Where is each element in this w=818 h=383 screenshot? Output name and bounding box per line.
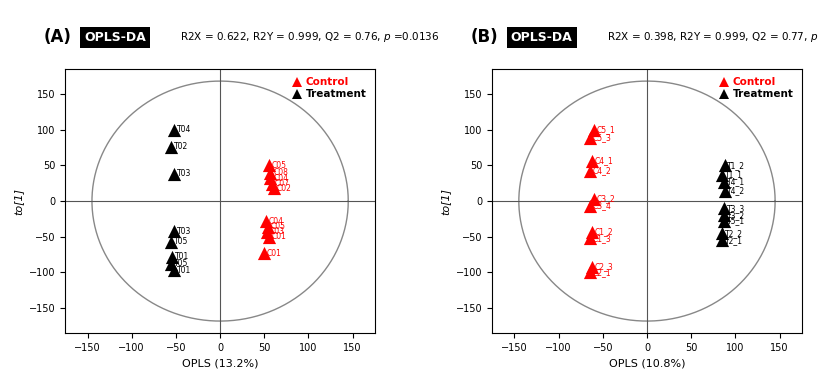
Text: C2_1: C2_1 xyxy=(592,268,611,277)
Text: T01: T01 xyxy=(177,266,191,275)
Text: C01: C01 xyxy=(272,232,286,241)
Point xyxy=(168,267,181,273)
Point xyxy=(717,218,730,224)
Text: C2_3: C2_3 xyxy=(595,262,614,271)
Text: T04: T04 xyxy=(177,125,191,134)
Point xyxy=(583,134,596,141)
Point xyxy=(260,229,273,235)
Text: T03: T03 xyxy=(177,169,191,178)
Text: T3_3: T3_3 xyxy=(726,204,744,213)
Point xyxy=(586,264,599,270)
Text: (B): (B) xyxy=(470,28,498,46)
Point xyxy=(587,127,600,133)
Point xyxy=(717,205,730,211)
Point xyxy=(261,224,274,230)
Point xyxy=(716,172,729,178)
Text: C05: C05 xyxy=(271,222,285,231)
Legend: Control, Treatment: Control, Treatment xyxy=(716,74,797,103)
Point xyxy=(583,269,596,275)
Point xyxy=(258,250,271,256)
Point xyxy=(165,261,178,267)
Text: T4_2: T4_2 xyxy=(727,187,745,196)
Text: C07: C07 xyxy=(275,179,290,188)
Text: T5_1: T5_1 xyxy=(726,216,744,226)
Text: C5_1: C5_1 xyxy=(596,125,615,134)
Text: (A): (A) xyxy=(44,28,72,46)
Point xyxy=(586,229,599,235)
Point xyxy=(717,179,730,185)
Point xyxy=(262,162,275,169)
Point xyxy=(716,230,729,236)
Point xyxy=(267,185,281,191)
Point xyxy=(165,144,178,150)
Point xyxy=(718,188,731,194)
Text: C01: C01 xyxy=(267,249,282,258)
Point xyxy=(266,181,279,187)
Text: C04: C04 xyxy=(273,174,288,183)
Text: T3_2: T3_2 xyxy=(726,211,744,220)
Point xyxy=(262,234,275,240)
Point xyxy=(166,254,179,260)
Text: C1_2: C1_2 xyxy=(595,227,614,236)
X-axis label: OPLS (13.2%): OPLS (13.2%) xyxy=(182,358,258,368)
Point xyxy=(583,203,596,209)
Point xyxy=(583,235,596,241)
Text: C4_2: C4_2 xyxy=(592,167,611,175)
Text: C03: C03 xyxy=(270,227,285,236)
Text: OPLS-DA: OPLS-DA xyxy=(511,31,573,44)
Text: T05: T05 xyxy=(174,259,188,268)
Point xyxy=(168,127,181,133)
Text: T02: T02 xyxy=(174,142,188,151)
Text: C3_4: C3_4 xyxy=(592,201,611,211)
Point xyxy=(718,162,731,169)
X-axis label: OPLS (10.8%): OPLS (10.8%) xyxy=(609,358,685,368)
Text: T2_2: T2_2 xyxy=(725,229,743,238)
Text: C3_2: C3_2 xyxy=(596,195,615,203)
Point xyxy=(587,196,600,202)
Y-axis label: to[1]: to[1] xyxy=(14,188,24,214)
Text: C5_3: C5_3 xyxy=(592,133,611,142)
Legend: Control, Treatment: Control, Treatment xyxy=(289,74,370,103)
Text: C4_1: C4_1 xyxy=(595,157,614,165)
Text: C04: C04 xyxy=(268,216,284,226)
Text: T1_1: T1_1 xyxy=(725,170,743,179)
Point xyxy=(168,171,181,177)
Point xyxy=(583,168,596,174)
Point xyxy=(259,218,272,224)
Text: C05: C05 xyxy=(272,161,286,170)
Text: T05: T05 xyxy=(174,237,188,246)
Text: T4_1: T4_1 xyxy=(726,177,744,186)
Y-axis label: to[1]: to[1] xyxy=(440,188,451,214)
Text: C02: C02 xyxy=(276,184,291,193)
Text: C1_3: C1_3 xyxy=(592,234,611,243)
Point xyxy=(717,212,730,218)
Point xyxy=(716,237,729,244)
Text: T03: T03 xyxy=(177,227,191,236)
Text: T1_2: T1_2 xyxy=(727,161,745,170)
Point xyxy=(586,158,599,164)
Text: T2_1: T2_1 xyxy=(725,236,743,245)
Text: OPLS-DA: OPLS-DA xyxy=(84,31,146,44)
Point xyxy=(264,169,277,175)
Point xyxy=(264,175,277,181)
Point xyxy=(165,239,178,245)
Text: R2X = 0.398, R2Y = 0.999, Q2 = 0.77, $\it{p}$ =0.0075: R2X = 0.398, R2Y = 0.999, Q2 = 0.77, $\i… xyxy=(607,30,818,44)
Text: C08: C08 xyxy=(273,168,288,177)
Text: T01: T01 xyxy=(175,252,189,261)
Point xyxy=(168,228,181,234)
Text: R2X = 0.622, R2Y = 0.999, Q2 = 0.76, $\it{p}$ =0.0136: R2X = 0.622, R2Y = 0.999, Q2 = 0.76, $\i… xyxy=(180,30,439,44)
